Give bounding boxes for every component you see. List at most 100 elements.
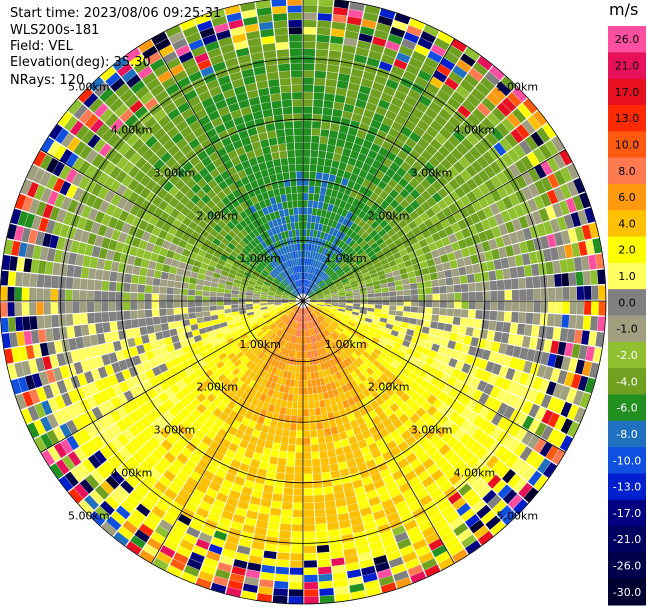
ray-gate <box>257 243 265 251</box>
ray-gate <box>260 303 268 306</box>
ray-gate <box>381 233 390 242</box>
ray-gate <box>357 439 368 449</box>
ray-gate <box>366 394 375 404</box>
ray-gate <box>355 274 364 281</box>
ray-gate <box>193 464 206 476</box>
ray-gate <box>274 327 281 335</box>
ray-gate <box>251 324 260 330</box>
ray-gate <box>373 246 382 254</box>
ray-gate <box>262 285 270 290</box>
ray-gate <box>267 331 274 339</box>
ray-gate <box>230 330 239 337</box>
ray-gate <box>373 284 381 290</box>
ray-gate <box>263 363 271 372</box>
ray-gate <box>234 85 247 96</box>
azimuth-spoke <box>151 38 304 302</box>
ray-gate <box>256 519 268 529</box>
ray-gate <box>448 491 462 505</box>
ray-gate <box>532 276 541 288</box>
ray-gate <box>261 308 269 313</box>
ray-gate <box>454 415 467 428</box>
ray-gate <box>97 186 109 200</box>
ray-gate <box>438 362 448 373</box>
ray-gate <box>424 564 441 577</box>
ray-gate <box>313 349 318 358</box>
ray-gate <box>406 25 423 37</box>
ray-gate <box>319 595 335 604</box>
ray-gate <box>536 338 545 351</box>
ray-gate <box>153 324 162 333</box>
ray-gate <box>150 252 159 262</box>
ray-gate <box>278 285 285 291</box>
ray-gate <box>301 286 303 294</box>
ray-gate <box>540 192 552 207</box>
ray-gate <box>293 328 297 336</box>
ray-gate <box>564 372 575 387</box>
ray-gate <box>256 280 264 286</box>
ray-gate <box>342 44 356 54</box>
ray-gate <box>393 342 402 350</box>
ray-gate <box>282 172 290 180</box>
ray-gate <box>559 435 573 452</box>
ray-gate <box>418 294 426 301</box>
ray-gate <box>218 462 230 473</box>
ray-gate <box>264 116 274 125</box>
ray-gate <box>265 213 272 222</box>
ray-gate <box>391 493 405 505</box>
ray-gate <box>346 346 354 355</box>
ray-gate <box>459 382 470 394</box>
ray-gate <box>143 441 156 454</box>
ray-gate <box>132 375 143 386</box>
ray-gate <box>137 143 150 157</box>
ray-gate <box>311 267 316 274</box>
ray-gate <box>286 237 291 246</box>
ray-gate <box>361 116 372 126</box>
ray-gate <box>44 315 52 329</box>
ray-gate <box>379 530 394 541</box>
ray-gate <box>317 302 325 305</box>
ray-gate <box>134 420 146 433</box>
ray-gate <box>362 429 372 439</box>
ray-gate <box>341 415 350 425</box>
ray-gate <box>249 277 257 283</box>
ray-gate <box>232 311 240 316</box>
ray-gate <box>362 572 378 583</box>
ray-gate <box>367 289 375 294</box>
ray-gate <box>318 5 333 14</box>
ray-gate <box>125 328 134 339</box>
ray-gate <box>247 283 255 288</box>
ray-gate <box>378 321 387 328</box>
ray-gate <box>321 224 328 233</box>
ray-gate <box>228 19 244 30</box>
ray-gate <box>99 446 113 460</box>
ray-gate <box>289 335 294 343</box>
ray-gate <box>138 372 149 383</box>
ray-gate <box>409 413 421 424</box>
ray-gate <box>325 151 334 160</box>
ray-gate <box>437 345 447 355</box>
ray-gate <box>75 254 85 266</box>
ray-gate <box>282 294 290 298</box>
ray-gate <box>467 494 482 508</box>
ray-gate <box>346 301 354 304</box>
ray-gate <box>204 103 218 115</box>
ray-gate <box>342 280 350 286</box>
ray-gate <box>533 301 541 313</box>
ray-gate <box>329 288 337 292</box>
ray-gate <box>181 571 197 584</box>
ray-gate <box>342 330 350 337</box>
ray-gate <box>395 387 405 398</box>
ray-gate <box>323 428 332 436</box>
ray-gate <box>280 355 286 363</box>
ray-gate <box>304 329 307 337</box>
ray-gate <box>303 423 310 431</box>
ray-gate <box>253 534 266 543</box>
ray-gate <box>343 367 350 376</box>
ray-gate <box>104 400 116 413</box>
ray-gate <box>291 372 296 380</box>
ray-gate <box>450 222 461 233</box>
ray-gate <box>275 306 283 310</box>
ray-gate <box>280 157 289 166</box>
ray-gate <box>213 251 222 259</box>
ray-gate <box>301 272 303 280</box>
